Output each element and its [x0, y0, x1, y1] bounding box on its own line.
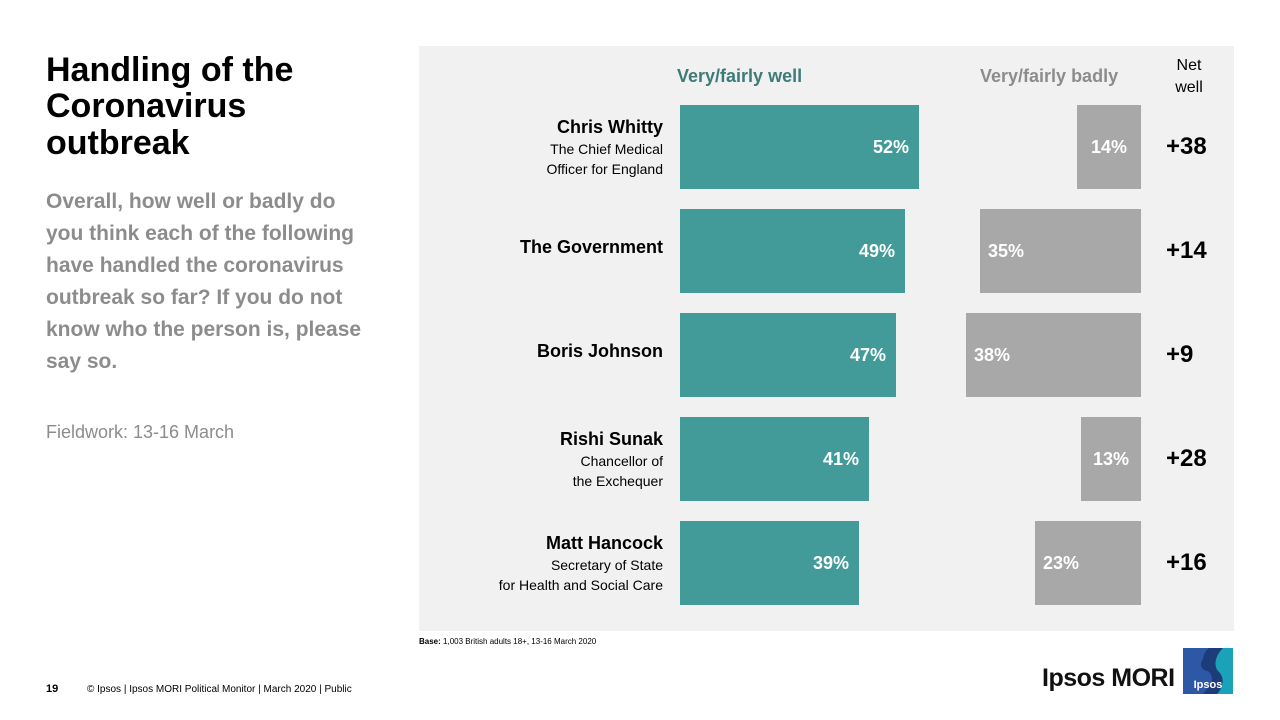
question-text: Overall, how well or badly do you think … — [46, 190, 362, 373]
net-well-value: +16 — [1166, 549, 1207, 576]
row-subtitle: Officer for England — [546, 161, 663, 177]
base-label: Base: — [419, 637, 441, 646]
header-net-well: Net well — [1162, 55, 1216, 99]
row-subtitle: Secretary of State — [550, 557, 663, 573]
bar-well: 49% — [680, 209, 905, 293]
footer-text: © Ipsos | Ipsos MORI Political Monitor |… — [87, 684, 352, 695]
title-line: Coronavirus — [46, 87, 247, 126]
ipsos-badge-icon: Ipsos — [1183, 648, 1233, 694]
row-subtitle: Chancellor of — [580, 453, 664, 469]
header-badly: Very/fairly badly — [980, 66, 1119, 86]
row-label: Matt Hancock Secretary of State for Health… — [413, 531, 663, 595]
slide-title: Handling of the Coronavirus outbreak — [46, 51, 376, 162]
bar-badly: 38% — [966, 313, 1141, 397]
base-note: Base: 1,003 British adults 18+, 13-16 Ma… — [419, 637, 596, 646]
ipsos-mori-logo: Ipsos MORI — [1042, 664, 1175, 692]
net-well-value: +38 — [1166, 133, 1207, 160]
net-well-value: +28 — [1166, 445, 1207, 472]
row-label: The Government — [413, 235, 663, 259]
bar-badly: 23% — [1035, 521, 1141, 605]
base-text: 1,003 British adults 18+, 13-16 March 20… — [440, 637, 597, 646]
row-subtitle: The Chief Medical — [550, 141, 663, 157]
bar-well: 47% — [680, 313, 896, 397]
bar-well: 41% — [680, 417, 869, 501]
row-label: Boris Johnson — [413, 339, 663, 363]
title-line: outbreak — [46, 123, 190, 162]
row-name: Boris Johnson — [536, 341, 663, 361]
header-net-line: Net — [1176, 57, 1202, 74]
bar-well: 52% — [680, 105, 919, 189]
bar-well: 39% — [680, 521, 859, 605]
row-subtitle: the Exchequer — [572, 473, 663, 489]
row-subtitle: for Health and Social Care — [498, 577, 663, 593]
row-name: Rishi Sunak — [559, 429, 663, 449]
row-label: Chris Whitty The Chief Medical Officer for… — [413, 115, 663, 179]
ipsos-badge-text: Ipsos — [1193, 679, 1223, 691]
bar-badly: 13% — [1081, 417, 1141, 501]
row-name: Matt Hancock — [545, 533, 663, 553]
bar-badly: 14% — [1077, 105, 1141, 189]
title-line: Handling of the — [46, 51, 294, 89]
page-number: 19 — [46, 683, 59, 695]
net-well-value: +14 — [1166, 237, 1207, 264]
row-name: Chris Whitty — [557, 117, 663, 137]
bar-badly: 35% — [980, 209, 1141, 293]
ipsos-badge-graphic — [1183, 648, 1233, 694]
row-label: Rishi Sunak Chancellor of the Exchequer — [413, 427, 663, 491]
fieldwork-text: Fieldwork: 13-16 March — [46, 422, 235, 442]
net-well-value: +9 — [1166, 341, 1194, 368]
header-well: Very/fairly well — [677, 66, 803, 86]
row-name: The Government — [519, 237, 663, 257]
header-net-line: well — [1175, 79, 1203, 96]
